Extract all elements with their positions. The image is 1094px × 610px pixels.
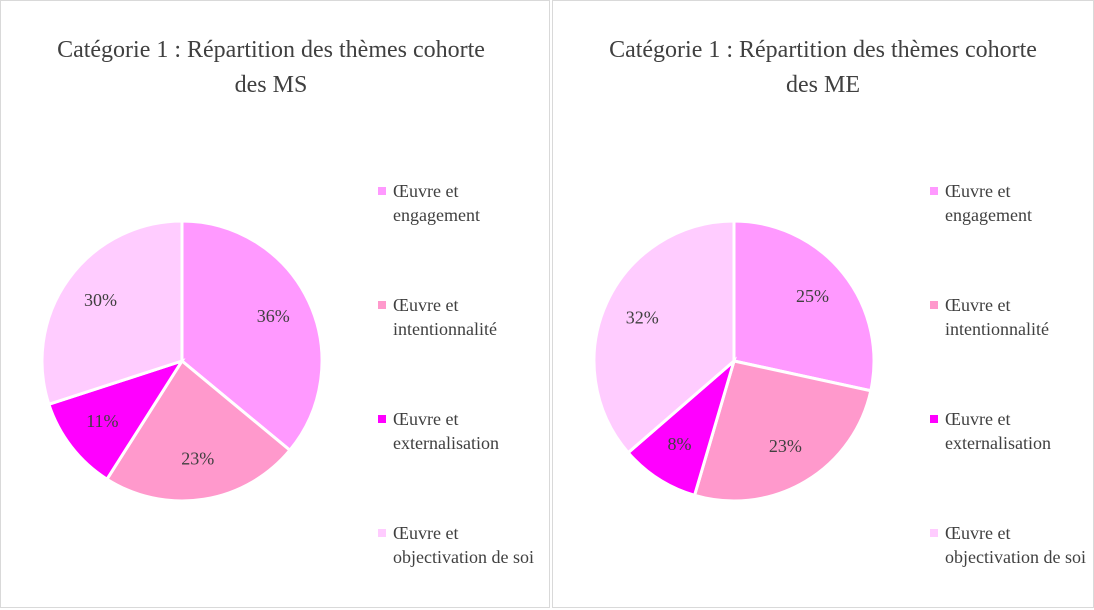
pie-slice <box>592 219 736 455</box>
pie-slice <box>692 359 873 503</box>
chart-panel: 36% 23% 11% 30% Catégorie 1 : Répartition de… <box>0 0 550 608</box>
legend-item: Œuvre et engagement <box>930 179 1090 293</box>
legend-item: Œuvre et externalisation <box>930 407 1090 521</box>
pie-slice <box>180 219 324 453</box>
legend-label: Œuvre et externalisation <box>393 409 499 453</box>
chart-panel: 25% 23% 8% 32% Catégorie 1 : Répartition des… <box>552 0 1094 608</box>
data-label: 36% <box>257 306 290 326</box>
data-label: 32% <box>626 307 659 327</box>
legend-swatch <box>930 301 938 309</box>
pie-chart: 36% 23% 11% 30% <box>40 219 324 503</box>
pie-slice <box>104 358 292 503</box>
data-label: 23% <box>769 436 802 456</box>
chart-title: Catégorie 1 : Répartition des thèmes coh… <box>609 37 1037 98</box>
data-label: 23% <box>181 449 214 469</box>
legend-item: Œuvre et externalisation <box>378 407 538 521</box>
legend-item: Œuvre et engagement <box>378 179 538 293</box>
legend-item: Œuvre et objectivation de soi <box>930 521 1090 610</box>
legend-label: Œuvre et objectivation de soi <box>945 523 1086 567</box>
legend-label: Œuvre et engagement <box>393 181 480 225</box>
chart-title: Catégorie 1 : Répartition des thèmes coh… <box>57 37 485 98</box>
legend: Œuvre et engagement Œuvre et intentionnal… <box>378 179 538 610</box>
legend-swatch <box>930 187 938 195</box>
legend-swatch <box>378 301 386 309</box>
pie-chart: 25% 23% 8% 32% <box>592 219 876 503</box>
data-label: 30% <box>84 290 117 310</box>
data-label: 11% <box>86 411 118 431</box>
pie-slice <box>46 358 186 482</box>
legend-item: Œuvre et intentionnalité <box>378 293 538 407</box>
legend-item: Œuvre et intentionnalité <box>930 293 1090 407</box>
legend-label: Œuvre et intentionnalité <box>393 295 497 339</box>
legend-swatch <box>378 187 386 195</box>
legend-swatch <box>930 415 938 423</box>
pie-slice <box>732 219 876 393</box>
legend-label: Œuvre et objectivation de soi <box>393 523 534 567</box>
legend-swatch <box>378 415 386 423</box>
legend-label: Œuvre et externalisation <box>945 409 1051 453</box>
pie-slice <box>626 356 737 498</box>
data-label: 25% <box>796 286 829 306</box>
legend: Œuvre et engagement Œuvre et intentionnal… <box>930 179 1090 610</box>
legend-swatch <box>378 529 386 537</box>
data-label: 8% <box>668 434 692 454</box>
legend-item: Œuvre et objectivation de soi <box>378 521 538 610</box>
pie-slice <box>40 219 184 407</box>
legend-label: Œuvre et engagement <box>945 181 1032 225</box>
legend-label: Œuvre et intentionnalité <box>945 295 1049 339</box>
legend-swatch <box>930 529 938 537</box>
